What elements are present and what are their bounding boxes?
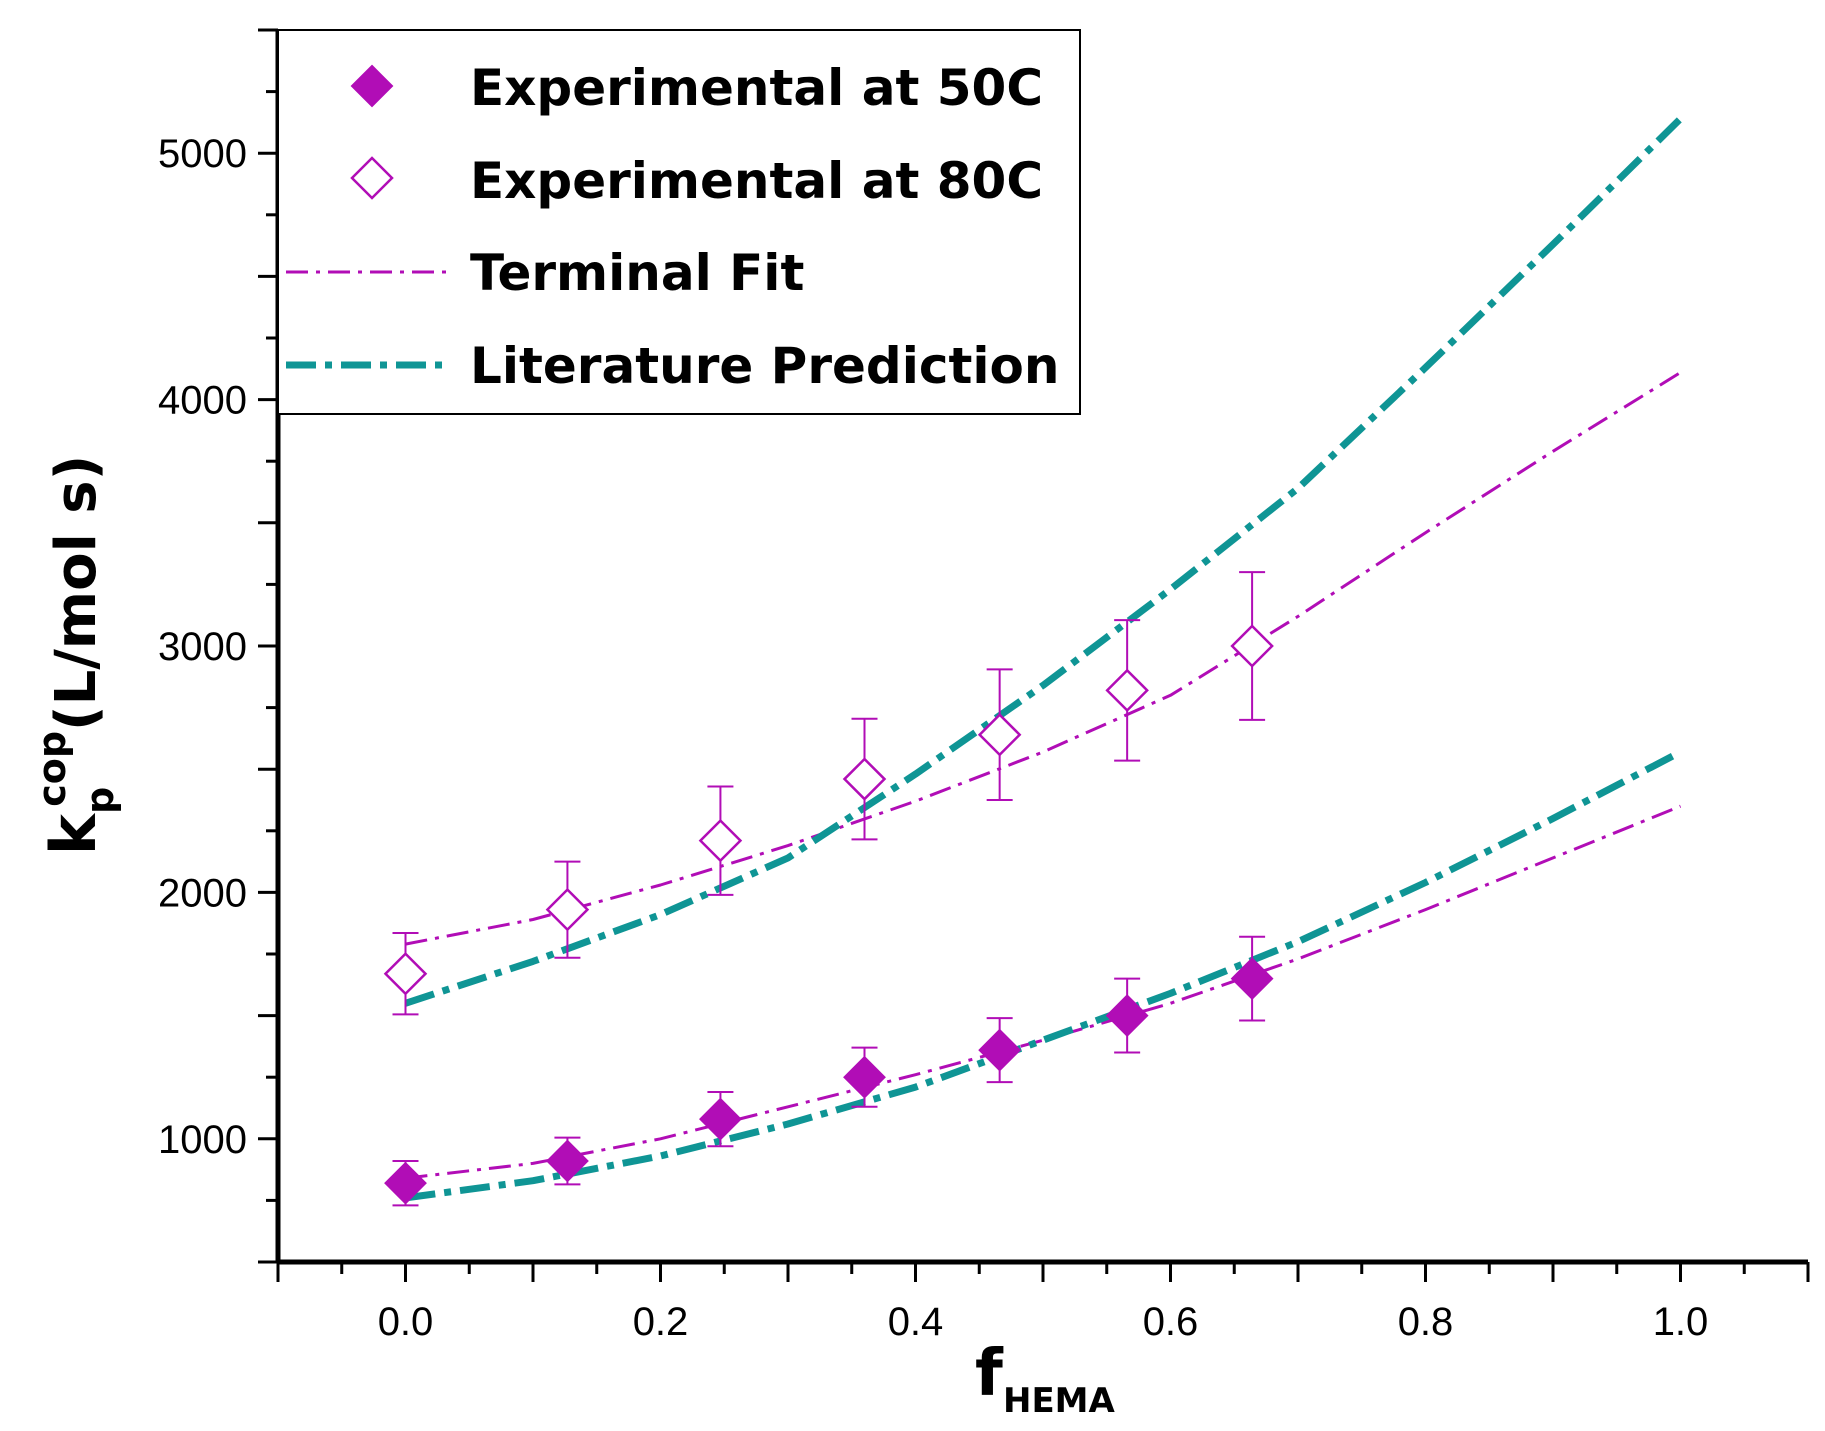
legend-marker-experimental-50c (350, 64, 394, 108)
svg-text:kpcop(L/mol s): kpcop(L/mol s) (30, 455, 122, 855)
data-point-80c (698, 818, 743, 863)
x-tick-label: 1.0 (1653, 1300, 1709, 1344)
data-point-50c (978, 1028, 1022, 1072)
x-tick-label: 0.2 (633, 1300, 689, 1344)
data-markers (383, 624, 1274, 1205)
data-point-50c (384, 1161, 427, 1205)
data-point-50c (1105, 994, 1149, 1038)
series-line-4 (404, 116, 1683, 1007)
legend-label-literature-prediction: Literature Prediction (470, 337, 1059, 395)
y-axis-title-main: k (37, 812, 110, 855)
y-tick-label: 2000 (158, 871, 247, 915)
legend: Experimental at 50C Experimental at 80C … (277, 29, 1081, 415)
x-axis-title-main: f (975, 1337, 1004, 1411)
error-bars (392, 571, 1266, 1207)
x-tick-label: 0.8 (1398, 1300, 1454, 1344)
y-axis-title-unit: (L/mol s) (44, 455, 109, 731)
data-point-50c (1230, 957, 1274, 1001)
y-axis-title-sup: cop (30, 731, 74, 807)
x-tick-label: 0.6 (1143, 1300, 1199, 1344)
y-tick-label: 4000 (158, 379, 247, 423)
legend-label-experimental-80c: Experimental at 80C (470, 152, 1043, 210)
x-axis-title: f HEMA (975, 1337, 1116, 1421)
y-tick-label: 5000 (158, 132, 247, 176)
data-point-80c (977, 712, 1022, 757)
x-tick-label: 0.4 (888, 1300, 944, 1344)
legend-label-terminal-fit: Terminal Fit (470, 244, 804, 302)
y-axis-title-sub: p (78, 787, 122, 814)
series-line-2 (405, 371, 1682, 946)
data-point-80c (383, 951, 428, 996)
data-point-80c (1230, 624, 1274, 668)
legend-box (277, 29, 1081, 415)
data-point-80c (545, 887, 590, 932)
data-point-80c (1105, 668, 1149, 713)
series-line-3 (405, 804, 1682, 1180)
x-axis-title-sub: HEMA (1003, 1381, 1116, 1421)
data-point-50c (546, 1139, 589, 1183)
x-tick-label: 0.0 (378, 1300, 434, 1344)
series-lines (404, 116, 1683, 1202)
y-axis-title: kpcop(L/mol s) (30, 455, 122, 855)
legend-marker-experimental-80c (350, 156, 394, 200)
data-point-50c (699, 1097, 742, 1141)
ticks: 0.0 0.2 0.4 0.6 0.8 1.0 1000 2000 3000 4000 5000 (158, 28, 1810, 1344)
series-line-5 (405, 748, 1683, 1202)
y-tick-label: 1000 (158, 1118, 247, 1162)
legend-label-experimental-50c: Experimental at 50C (470, 59, 1043, 117)
data-point-80c (842, 757, 887, 801)
y-tick-label: 3000 (158, 625, 247, 669)
data-point-50c (843, 1055, 886, 1099)
